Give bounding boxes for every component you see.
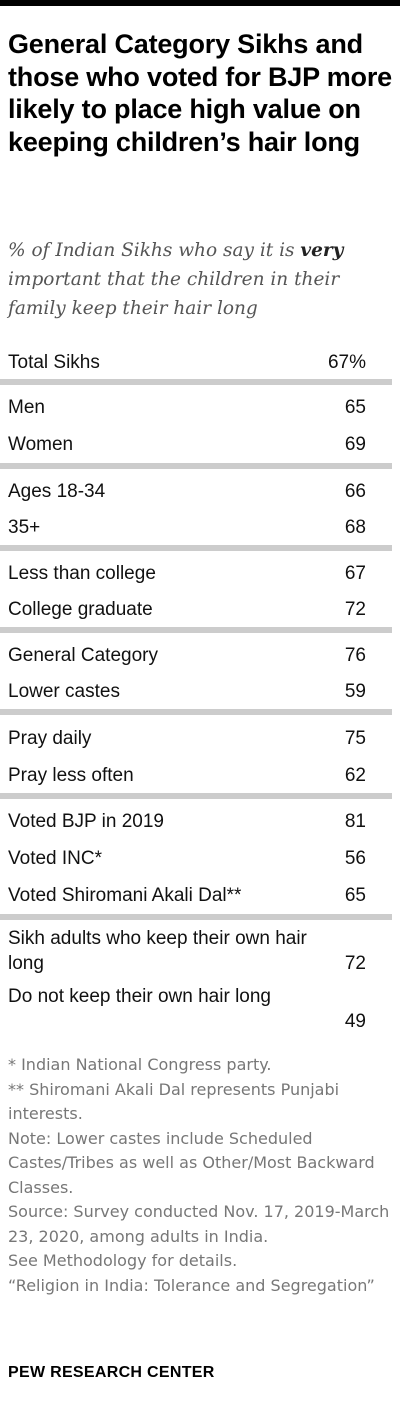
- group-divider: [0, 914, 392, 920]
- row-value: 72: [344, 599, 366, 620]
- report-title-note: “Religion in India: Tolerance and Segreg…: [8, 1275, 375, 1295]
- top-rule: [0, 0, 400, 6]
- row-label: Less than college: [8, 563, 156, 584]
- footnotes: * Indian National Congress party. ** Shi…: [8, 1053, 396, 1298]
- footnote-inc: * Indian National Congress party.: [8, 1055, 272, 1074]
- row-label: Sikh adults who keep their own hair long: [8, 928, 307, 974]
- row-value: 67%: [327, 352, 366, 373]
- row-value: 72: [344, 953, 366, 974]
- row-label: 35+: [8, 517, 41, 538]
- row-value: 69: [344, 434, 366, 455]
- group-divider: [0, 545, 392, 551]
- row-label: College graduate: [8, 599, 153, 620]
- row-label: Voted BJP in 2019: [8, 811, 164, 832]
- row-value: 81: [344, 811, 366, 832]
- row-value: 56: [344, 848, 366, 869]
- row-value: 75: [344, 728, 366, 749]
- row-value: 66: [344, 481, 366, 502]
- subtitle-text-after: important that the children in their fam…: [8, 269, 340, 319]
- row-value: 67: [344, 563, 366, 584]
- row-label: Total Sikhs: [8, 352, 100, 373]
- note-lower-castes: Note: Lower castes include Scheduled Cas…: [8, 1128, 375, 1197]
- subtitle-text-before: % of Indian Sikhs who say it is: [8, 240, 301, 261]
- source-note: Source: Survey conducted Nov. 17, 2019-M…: [8, 1202, 390, 1246]
- row-value: 62: [344, 765, 366, 786]
- row-value: 49: [344, 1011, 366, 1032]
- chart-subtitle: % of Indian Sikhs who say it is very imp…: [8, 236, 393, 323]
- row-value: 65: [344, 885, 366, 906]
- chart-title: General Category Sikhs and those who vot…: [8, 29, 392, 157]
- row-value: 65: [344, 397, 366, 418]
- row-value: 76: [344, 645, 366, 666]
- footnote-sad: ** Shiromani Akali Dal represents Punjab…: [8, 1079, 340, 1124]
- row-value: 68: [344, 517, 366, 538]
- group-divider: [0, 793, 392, 799]
- group-divider: [0, 379, 392, 385]
- row-label: Voted INC*: [8, 848, 102, 869]
- group-divider: [0, 709, 392, 715]
- row-label: Lower castes: [8, 681, 120, 702]
- group-divider: [0, 627, 392, 633]
- subtitle-emphasis: very: [300, 240, 344, 261]
- row-label: Women: [8, 434, 74, 455]
- pew-logo-text: PEW RESEARCH CENTER: [8, 1364, 215, 1381]
- row-label: Pray less often: [8, 765, 134, 786]
- row-label: Voted Shiromani Akali Dal**: [8, 885, 242, 906]
- methodology-note: See Methodology for details.: [8, 1251, 238, 1270]
- row-value: 59: [344, 681, 366, 702]
- row-label: Do not keep their own hair long: [8, 986, 271, 1007]
- row-label: Ages 18-34: [8, 481, 106, 502]
- row-label: Men: [8, 397, 45, 418]
- row-label: Pray daily: [8, 728, 92, 749]
- row-label: General Category: [8, 645, 158, 666]
- group-divider: [0, 463, 392, 469]
